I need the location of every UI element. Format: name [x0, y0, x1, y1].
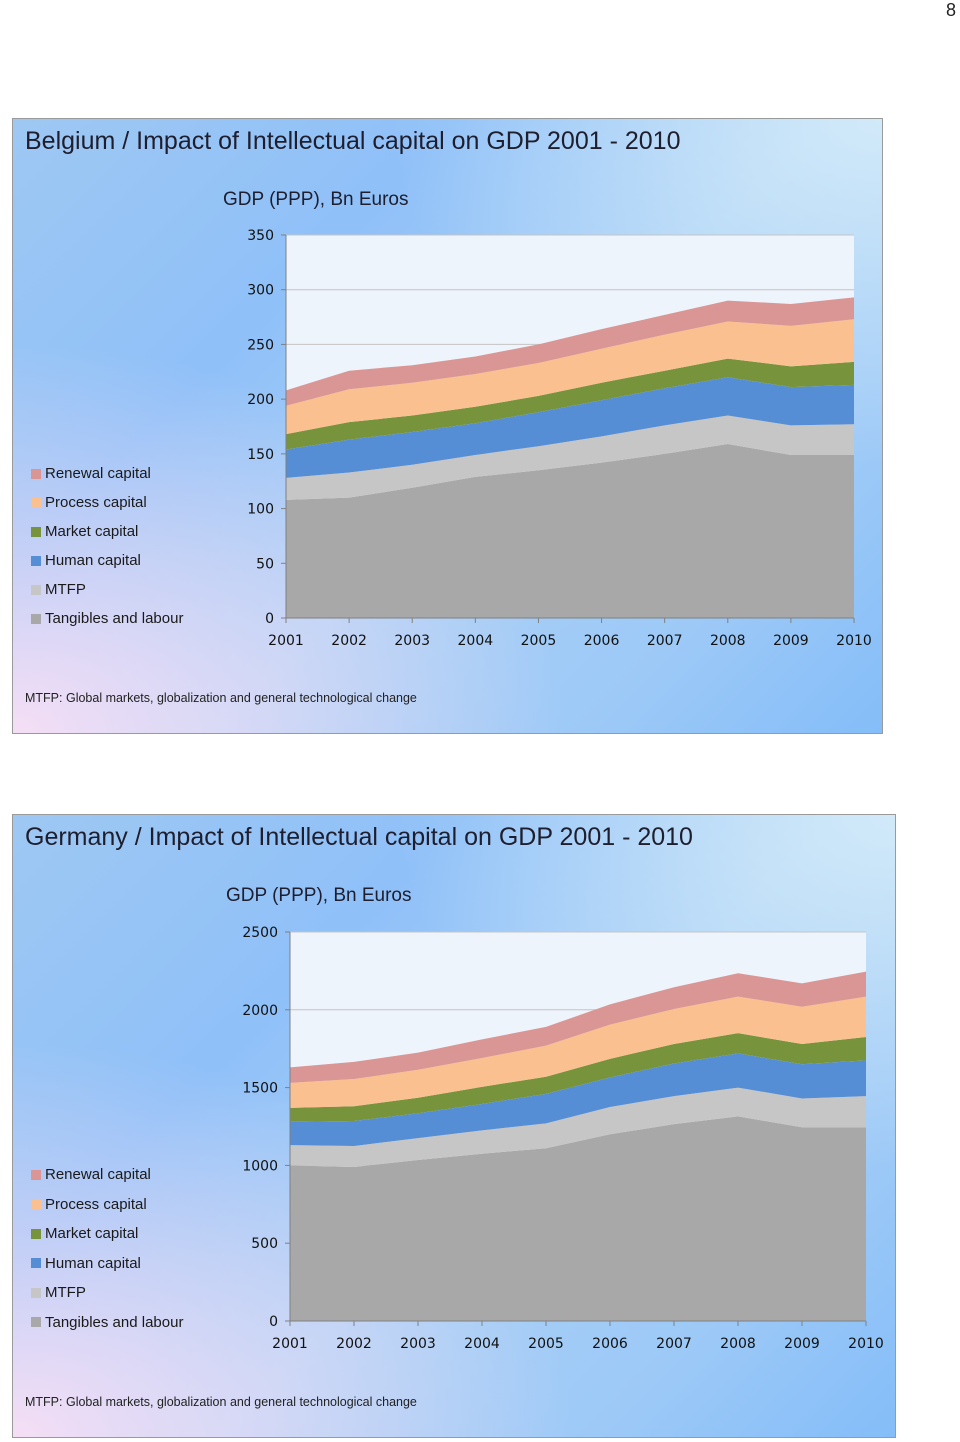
- x-tick-label: 2001: [268, 633, 304, 649]
- legend-item-mtfp: MTFP: [31, 575, 183, 604]
- legend-label: Market capital: [45, 1225, 139, 1243]
- area-market-capital: [290, 1033, 866, 1122]
- legend-swatch: [31, 1287, 41, 1298]
- y-tick-label: 250: [247, 337, 274, 353]
- chart-subtitle: GDP (PPP), Bn Euros: [223, 189, 409, 210]
- area-market-capital: [286, 358, 854, 450]
- legend-item-tangibles-and-labour: Tangibles and labour: [31, 604, 183, 633]
- x-tick-label: 2007: [647, 633, 683, 649]
- x-tick-label: 2005: [528, 1336, 564, 1352]
- y-tick-label: 300: [247, 283, 274, 299]
- legend-label: Tangibles and labour: [45, 1313, 184, 1331]
- y-tick-label: 150: [247, 447, 274, 463]
- legend-swatch: [31, 584, 41, 595]
- area-tangibles-and-labour: [290, 1116, 866, 1321]
- legend-label: Market capital: [45, 523, 139, 540]
- y-tick-label: 1000: [242, 1158, 278, 1174]
- area-mtfp: [286, 415, 854, 500]
- y-tick-label: 2500: [242, 925, 278, 941]
- area-mtfp: [290, 1087, 866, 1167]
- legend-swatch: [31, 1199, 41, 1210]
- legend-swatch: [31, 1228, 41, 1239]
- legend-swatch: [31, 555, 41, 566]
- chart-footnote: MTFP: Global markets, globalization and …: [25, 691, 417, 705]
- legend-swatch: [31, 1169, 41, 1180]
- legend-item-tangibles-and-labour: Tangibles and labour: [31, 1308, 183, 1338]
- area-renewal-capital: [290, 971, 866, 1083]
- x-tick-label: 2001: [272, 1336, 308, 1352]
- legend-label: Process capital: [45, 1195, 147, 1213]
- area-process-capital: [290, 996, 866, 1108]
- x-tick-label: 2008: [710, 633, 746, 649]
- x-tick-label: 2009: [773, 633, 809, 649]
- x-tick-label: 2003: [394, 633, 430, 649]
- legend-item-process-capital: Process capital: [31, 1190, 183, 1220]
- legend-item-market-capital: Market capital: [31, 1219, 183, 1249]
- area-process-capital: [286, 319, 854, 435]
- legend: Renewal capital Process capital Market c…: [31, 1160, 183, 1337]
- legend-label: Human capital: [45, 1254, 141, 1272]
- x-tick-label: 2006: [584, 633, 620, 649]
- y-tick-label: 1500: [242, 1081, 278, 1097]
- legend-label: Human capital: [45, 552, 141, 569]
- area-renewal-capital: [286, 297, 854, 406]
- chart-subtitle: GDP (PPP), Bn Euros: [226, 885, 412, 906]
- legend-label: MTFP: [45, 1284, 86, 1302]
- chart-title: Belgium / Impact of Intellectual capital…: [25, 127, 681, 155]
- legend-swatch: [31, 497, 41, 508]
- x-tick-label: 2004: [458, 633, 494, 649]
- legend-label: Tangibles and labour: [45, 610, 184, 627]
- x-tick-label: 2005: [521, 633, 557, 649]
- belgium-chart-panel: Belgium / Impact of Intellectual capital…: [12, 118, 883, 734]
- legend-label: MTFP: [45, 581, 86, 598]
- x-tick-label: 2007: [656, 1336, 692, 1352]
- legend-item-mtfp: MTFP: [31, 1278, 183, 1308]
- legend-item-human-capital: Human capital: [31, 546, 183, 575]
- legend-label: Renewal capital: [45, 465, 151, 482]
- legend-item-human-capital: Human capital: [31, 1249, 183, 1279]
- x-tick-label: 2002: [336, 1336, 372, 1352]
- x-tick-label: 2010: [836, 633, 872, 649]
- area-tangibles-and-labour: [286, 444, 854, 618]
- area-human-capital: [290, 1053, 866, 1146]
- y-tick-label: 350: [247, 228, 274, 244]
- chart-title: Germany / Impact of Intellectual capital…: [25, 823, 693, 851]
- x-tick-label: 2004: [464, 1336, 500, 1352]
- legend-swatch: [31, 1317, 41, 1328]
- x-tick-label: 2008: [720, 1336, 756, 1352]
- y-tick-label: 500: [251, 1236, 278, 1252]
- y-tick-label: 200: [247, 392, 274, 408]
- x-tick-label: 2010: [848, 1336, 884, 1352]
- legend-label: Renewal capital: [45, 1166, 151, 1184]
- y-tick-label: 100: [247, 502, 274, 518]
- germany-chart-panel: Germany / Impact of Intellectual capital…: [12, 814, 896, 1438]
- legend-label: Process capital: [45, 494, 147, 511]
- legend-swatch: [31, 468, 41, 479]
- x-tick-label: 2006: [592, 1336, 628, 1352]
- y-tick-label: 0: [269, 1314, 278, 1330]
- chart-footnote: MTFP: Global markets, globalization and …: [25, 1395, 417, 1409]
- x-tick-label: 2003: [400, 1336, 436, 1352]
- legend-item-process-capital: Process capital: [31, 488, 183, 517]
- legend-item-market-capital: Market capital: [31, 517, 183, 546]
- x-tick-label: 2009: [784, 1336, 820, 1352]
- legend-swatch: [31, 613, 41, 624]
- germany-area-chart: 0 500 1000 1500 2000 2500 2001 2002 2003 2004 2005…: [242, 925, 884, 1352]
- legend-item-renewal-capital: Renewal capital: [31, 459, 183, 488]
- page-number: 8: [945, 0, 956, 20]
- legend-swatch: [31, 1258, 41, 1269]
- y-tick-label: 50: [256, 556, 274, 572]
- legend-swatch: [31, 526, 41, 537]
- belgium-area-chart: 0 50 100 150 200 250 300 350 2001 2002 2003 2004 200…: [247, 228, 872, 649]
- x-tick-label: 2002: [331, 633, 367, 649]
- y-tick-label: 0: [265, 611, 274, 627]
- area-human-capital: [286, 377, 854, 478]
- y-tick-label: 2000: [242, 1003, 278, 1019]
- legend: Renewal capital Process capital Market c…: [31, 459, 183, 633]
- legend-item-renewal-capital: Renewal capital: [31, 1160, 183, 1190]
